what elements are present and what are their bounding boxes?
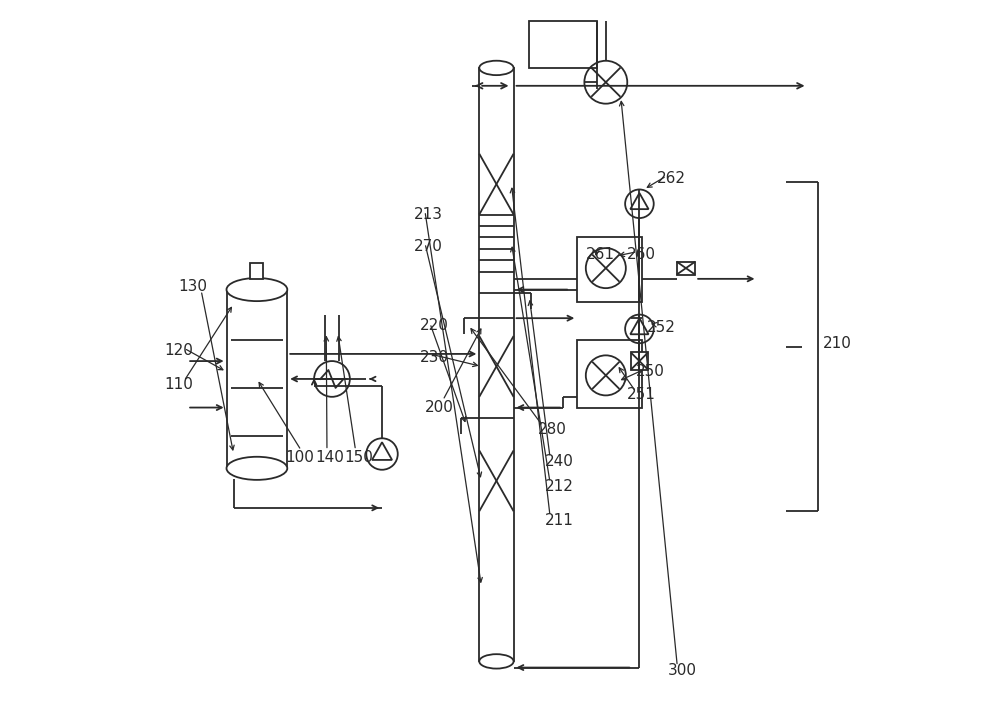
Text: 300: 300 — [668, 664, 697, 678]
Bar — [479, 68, 514, 661]
Text: 270: 270 — [414, 240, 443, 254]
Text: 220: 220 — [420, 318, 449, 332]
Text: 210: 210 — [823, 336, 852, 350]
Text: 250: 250 — [636, 365, 665, 379]
Text: 200: 200 — [425, 400, 454, 415]
Text: 140: 140 — [316, 450, 344, 465]
Text: 280: 280 — [538, 422, 567, 436]
Ellipse shape — [227, 457, 287, 480]
Text: 251: 251 — [627, 388, 656, 402]
Bar — [677, 262, 695, 275]
Text: 240: 240 — [545, 454, 574, 468]
Bar — [227, 290, 287, 468]
Bar — [577, 237, 642, 302]
Text: 150: 150 — [344, 450, 373, 465]
Ellipse shape — [479, 654, 514, 669]
Bar — [631, 352, 648, 370]
Bar — [250, 263, 263, 279]
Text: 260: 260 — [627, 247, 656, 262]
Ellipse shape — [227, 278, 287, 301]
Ellipse shape — [479, 61, 514, 75]
Text: 100: 100 — [286, 450, 314, 465]
Text: 110: 110 — [164, 378, 193, 392]
Text: 230: 230 — [420, 350, 449, 365]
Text: 212: 212 — [545, 479, 574, 493]
Text: 120: 120 — [164, 343, 193, 358]
Text: 252: 252 — [647, 320, 675, 335]
Text: 262: 262 — [657, 172, 686, 186]
Text: 130: 130 — [178, 279, 207, 293]
Bar — [577, 340, 642, 408]
Text: 261: 261 — [586, 247, 615, 262]
Text: 213: 213 — [414, 207, 443, 222]
Bar — [529, 21, 597, 68]
Text: 211: 211 — [545, 513, 574, 528]
